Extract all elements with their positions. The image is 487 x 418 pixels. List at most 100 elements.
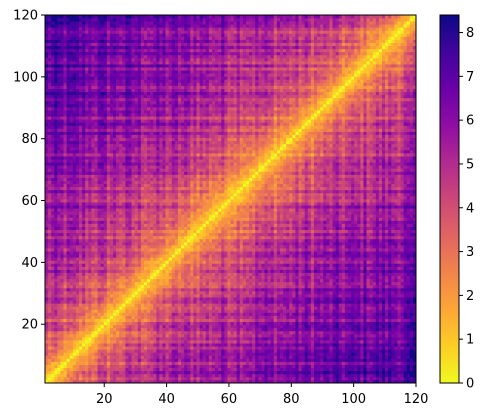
heatmap-cell	[286, 257, 290, 261]
heatmap-cell	[249, 358, 253, 362]
heatmap-cell	[88, 321, 92, 326]
heatmap-cell	[187, 269, 191, 273]
heatmap-cell	[63, 297, 67, 301]
heatmap-cell	[202, 272, 207, 277]
heatmap-cell	[245, 281, 250, 286]
heatmap-cell	[66, 361, 71, 365]
heatmap-cell	[313, 275, 318, 280]
heatmap-cell	[211, 349, 216, 353]
heatmap-cell	[193, 300, 197, 304]
heatmap-cell	[48, 275, 52, 280]
heatmap-cell	[51, 321, 55, 326]
heatmap-cell	[193, 349, 197, 353]
heatmap-cell	[72, 300, 77, 304]
heatmap-cell	[329, 352, 333, 356]
heatmap-cell	[128, 275, 132, 280]
heatmap-cell	[125, 294, 129, 298]
heatmap-cell	[227, 309, 231, 313]
heatmap-cell	[128, 309, 132, 313]
heatmap-cell	[301, 361, 306, 365]
heatmap-cell	[317, 352, 321, 356]
heatmap-cell	[187, 361, 191, 365]
heatmap-cell	[317, 330, 321, 335]
heatmap-cell	[394, 370, 398, 375]
heatmap-cell	[264, 269, 268, 273]
heatmap-cell	[230, 284, 234, 289]
heatmap-cell	[344, 278, 349, 283]
heatmap-cell	[400, 364, 404, 369]
heatmap-cell	[338, 269, 343, 273]
heatmap-cell	[205, 361, 210, 365]
heatmap-cell	[233, 281, 238, 286]
heatmap-cell	[69, 309, 74, 313]
heatmap-cell	[159, 361, 163, 365]
heatmap-cell	[378, 376, 383, 381]
heatmap-cell	[140, 346, 145, 350]
heatmap-cell	[79, 263, 83, 267]
heatmap-cell	[289, 376, 293, 381]
heatmap-cell	[116, 367, 120, 372]
heatmap-cell	[75, 367, 80, 372]
heatmap-cell	[276, 373, 281, 378]
heatmap-cell	[193, 330, 197, 335]
heatmap-cell	[298, 272, 302, 277]
heatmap-cell	[190, 367, 194, 372]
heatmap-cell	[375, 263, 380, 267]
heatmap-cell	[261, 309, 265, 313]
heatmap-cell	[357, 379, 361, 384]
heatmap-cell	[227, 355, 231, 359]
heatmap-cell	[45, 333, 49, 338]
heatmap-cell	[301, 306, 306, 310]
heatmap-cell	[54, 321, 58, 326]
heatmap-cell	[153, 321, 157, 326]
heatmap-cell	[344, 306, 349, 310]
heatmap-cell	[79, 340, 83, 344]
heatmap-cell	[279, 300, 284, 304]
heatmap-cell	[239, 300, 244, 304]
heatmap-cell	[79, 333, 83, 338]
heatmap-cell	[335, 364, 340, 369]
heatmap-cell	[286, 343, 290, 347]
heatmap-cell	[205, 321, 210, 326]
heatmap-cell	[286, 312, 290, 316]
heatmap-cell	[326, 269, 330, 273]
heatmap-cell	[375, 364, 380, 369]
heatmap-cell	[317, 263, 321, 267]
heatmap-cell	[82, 281, 86, 286]
heatmap-cell	[168, 309, 173, 313]
heatmap-cell	[292, 263, 296, 267]
heatmap-cell	[134, 361, 139, 365]
heatmap-cell	[128, 364, 132, 369]
heatmap-cell	[159, 303, 163, 307]
heatmap-cell	[66, 294, 71, 298]
heatmap-cell	[153, 337, 157, 341]
heatmap-cell	[258, 294, 262, 298]
heatmap-cell	[171, 257, 176, 261]
heatmap-cell	[261, 278, 265, 283]
heatmap-cell	[276, 352, 281, 356]
heatmap-cell	[184, 254, 188, 258]
heatmap-cell	[128, 370, 132, 375]
heatmap-cell	[310, 306, 315, 310]
heatmap-cell	[409, 321, 414, 326]
heatmap-cell	[184, 355, 188, 359]
heatmap-cell	[378, 315, 383, 319]
heatmap-cell	[224, 291, 228, 295]
heatmap-cell	[255, 379, 259, 384]
heatmap-cell	[85, 272, 89, 277]
heatmap-cell	[143, 330, 148, 335]
heatmap-cell	[366, 349, 370, 353]
heatmap-cell	[128, 376, 132, 381]
heatmap-cell	[190, 376, 194, 381]
heatmap-cell	[406, 352, 411, 356]
heatmap-cell	[125, 349, 129, 353]
heatmap-cell	[360, 321, 364, 326]
heatmap-cell	[218, 254, 222, 258]
heatmap-cell	[125, 379, 129, 384]
heatmap-cell	[267, 358, 272, 362]
heatmap-cell	[276, 315, 281, 319]
heatmap-cell	[165, 376, 170, 381]
heatmap-cell	[82, 260, 86, 264]
heatmap-cell	[289, 312, 293, 316]
heatmap-cell	[391, 346, 395, 350]
